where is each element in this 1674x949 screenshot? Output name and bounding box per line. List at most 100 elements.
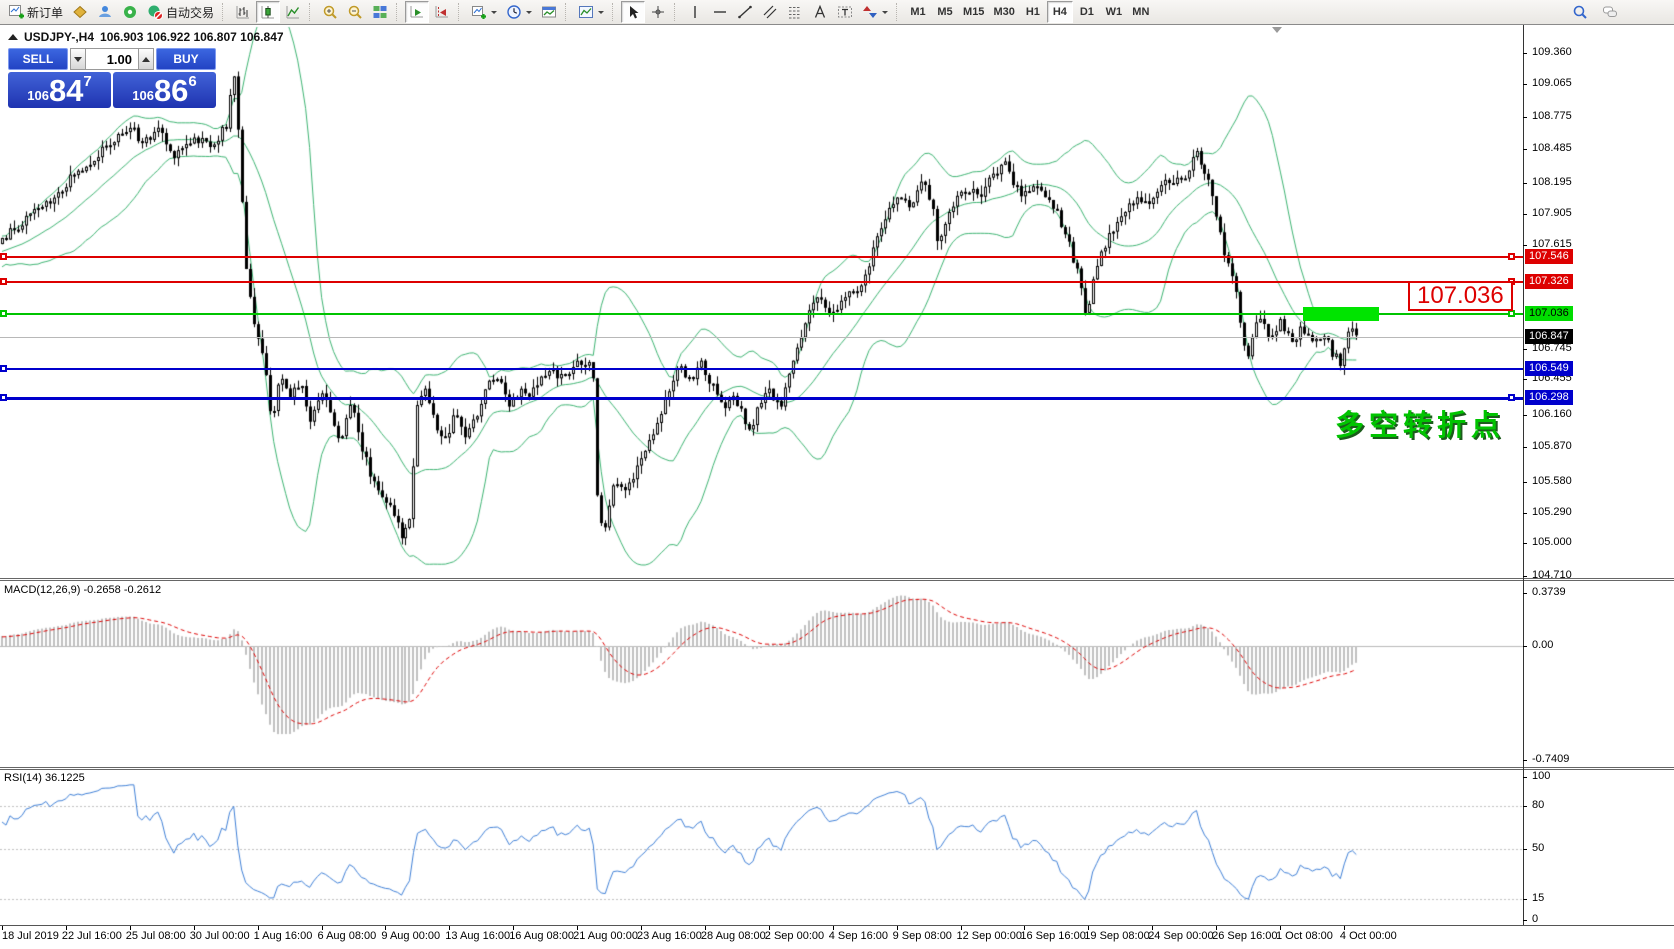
timeframe-button-mn[interactable]: MN [1128, 1, 1154, 23]
zoom-in-button[interactable] [318, 1, 342, 23]
search-button[interactable] [1568, 1, 1592, 23]
time-axis-label: 2 Sep 00:00 [764, 930, 825, 942]
chart-annotation-text[interactable]: 多空转折点 [1335, 410, 1506, 442]
hline-resistance-1-left-handle[interactable] [0, 253, 7, 260]
zoom-out-button[interactable] [343, 1, 367, 23]
autotrading-label: 自动交易 [166, 5, 215, 20]
chart-shift-marker[interactable] [1272, 27, 1282, 38]
price-callout-box[interactable]: 107.036 [1408, 281, 1513, 311]
price-axis-label: 105.290 [1532, 506, 1572, 518]
horizontal-line-button[interactable] [708, 1, 732, 23]
signals-button[interactable] [118, 1, 142, 23]
chart-shift-button[interactable] [430, 1, 454, 23]
buy-price-display[interactable]: 106 86 6 [113, 72, 216, 108]
price-axis-tick-mark [1523, 116, 1527, 118]
sell-price-pip: 7 [83, 73, 92, 90]
hline-resistance-2-left-handle[interactable] [0, 278, 7, 285]
price-axis-tick-mark [1523, 512, 1527, 514]
line-chart-button[interactable] [281, 1, 305, 23]
timeframe-button-m15[interactable]: M15 [959, 1, 988, 23]
autotrading-button[interactable]: 自动交易 [143, 1, 218, 23]
timeframe-button-m5[interactable]: M5 [932, 1, 958, 23]
chart-header: USDJPY-,H4 106.903 106.922 106.807 106.8… [8, 30, 284, 44]
sell-button[interactable]: SELL [8, 48, 68, 70]
timeframe-button-d1[interactable]: D1 [1074, 1, 1100, 23]
dropdown-caret-icon [526, 11, 533, 17]
price-axis-tag[interactable]: 107.546 [1525, 249, 1573, 264]
market-button[interactable] [68, 1, 92, 23]
horizontal-line-icon [714, 11, 727, 13]
search-icon [1573, 5, 1587, 19]
price-axis-tag[interactable]: 106.847 [1525, 329, 1573, 344]
timeframe-button-h4[interactable]: H4 [1046, 1, 1073, 23]
rsi-axis-label: 80 [1532, 799, 1545, 811]
new-chart-button[interactable] [467, 1, 501, 23]
sell-price-display[interactable]: 106 84 7 [8, 72, 111, 108]
trade-panel-controls: SELL BUY [8, 48, 216, 70]
auto-scroll-button[interactable] [405, 1, 430, 23]
profiles-icon [579, 6, 594, 18]
volume-decrease-button[interactable] [70, 48, 86, 70]
timeframe-button-m30[interactable]: M30 [989, 1, 1018, 23]
bar-chart-button[interactable] [231, 1, 255, 23]
time-axis-tick-mark [129, 926, 131, 930]
price-axis-tag[interactable]: 107.036 [1525, 306, 1573, 321]
templates-button[interactable] [537, 1, 561, 23]
tile-windows-button[interactable] [368, 1, 392, 23]
hline-pivot-green-left-handle[interactable] [0, 310, 7, 317]
hline-resistance-2[interactable] [0, 281, 1523, 283]
label-button[interactable] [833, 1, 857, 23]
cursor-button[interactable] [621, 1, 646, 23]
hline-support-1[interactable] [0, 368, 1523, 370]
price-axis-tag[interactable]: 107.326 [1525, 274, 1573, 289]
price-axis-tag[interactable]: 106.549 [1525, 361, 1573, 376]
community-button[interactable] [93, 1, 117, 23]
timeframe-button-m1[interactable]: M1 [905, 1, 931, 23]
new-order-button[interactable]: 新订单 [4, 1, 67, 23]
time-axis-label: 25 Jul 08:00 [125, 930, 186, 942]
price-axis-label: 107.615 [1532, 238, 1572, 250]
fibonacci-button[interactable] [783, 1, 807, 23]
hline-resistance-1-right-handle[interactable] [1508, 253, 1515, 260]
macd-panel-separator[interactable] [0, 578, 1674, 581]
time-axis-tick-mark [449, 926, 451, 930]
timeframe-button-w1[interactable]: W1 [1101, 1, 1127, 23]
hline-support-2[interactable] [0, 396, 1523, 400]
hline-support-2-right-handle[interactable] [1508, 394, 1515, 401]
hline-pivot-green[interactable] [0, 313, 1523, 315]
macd-axis-label: 0.3739 [1532, 586, 1566, 598]
arrows-button[interactable] [858, 1, 892, 23]
hline-last-price[interactable] [0, 336, 1523, 338]
crosshair-button[interactable] [646, 1, 670, 23]
timeframe-button-h1[interactable]: H1 [1020, 1, 1046, 23]
hline-pivot-green-right-handle[interactable] [1508, 310, 1515, 317]
time-axis-tick-mark [768, 926, 770, 930]
volume-increase-button[interactable] [138, 48, 154, 70]
candlestick-chart-button[interactable] [256, 1, 281, 23]
trade-panel-prices: 106 84 7 106 86 6 [8, 72, 216, 108]
buy-button[interactable]: BUY [156, 48, 216, 70]
candlestick-chart-icon [261, 6, 275, 19]
new-order-label: 新订单 [27, 5, 64, 20]
highlight-rectangle[interactable] [1303, 307, 1379, 321]
collapse-panel-icon[interactable] [8, 29, 18, 40]
vertical-line-button[interactable] [683, 1, 707, 23]
time-axis-tick-mark [896, 926, 898, 930]
hline-support-2-left-handle[interactable] [0, 394, 7, 401]
time-axis-tick-mark [641, 926, 642, 930]
hline-resistance-1[interactable] [0, 256, 1523, 258]
sell-price-prefix: 106 [27, 88, 49, 103]
time-axis-label: 23 Aug 16:00 [637, 930, 702, 942]
text-button[interactable] [808, 1, 832, 23]
trendline-button[interactable] [733, 1, 757, 23]
arrow-objects-icon [863, 6, 878, 18]
chat-button[interactable] [1598, 1, 1622, 23]
profiles-button[interactable] [574, 1, 608, 23]
volume-input[interactable] [86, 48, 138, 70]
periods-button[interactable] [502, 1, 536, 23]
rsi-panel-separator[interactable] [0, 767, 1674, 770]
price-axis-tag[interactable]: 106.298 [1525, 390, 1573, 405]
channel-button[interactable] [758, 1, 782, 23]
hline-support-1-left-handle[interactable] [0, 365, 7, 372]
